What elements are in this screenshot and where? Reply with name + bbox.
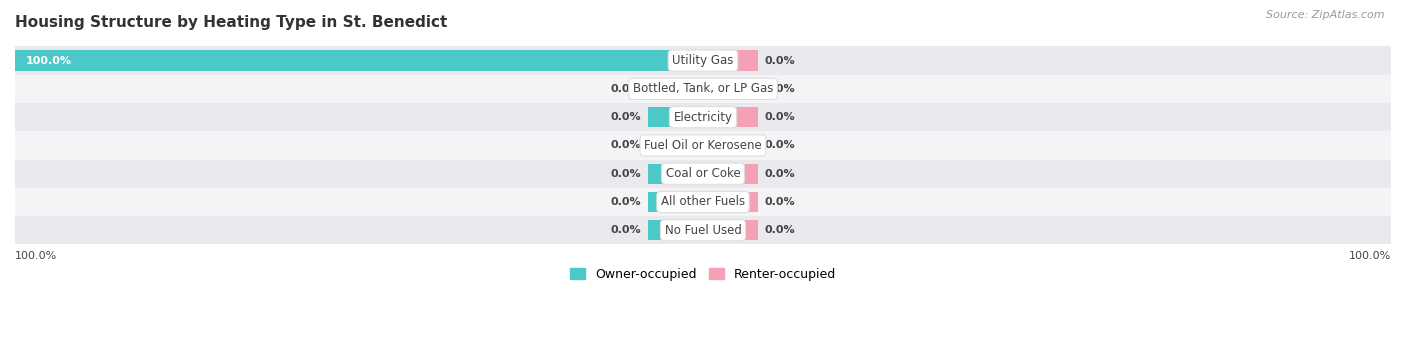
Bar [15,188,1391,216]
Bar [703,107,758,127]
Bar [703,220,758,240]
Text: 100.0%: 100.0% [15,251,58,262]
Bar [703,50,758,71]
Bar [15,160,1391,188]
Bar [15,216,1391,244]
Bar [648,192,703,212]
Text: 100.0%: 100.0% [25,56,72,65]
Text: 0.0%: 0.0% [765,56,796,65]
Text: Coal or Coke: Coal or Coke [665,167,741,180]
Bar [703,192,758,212]
Bar [648,107,703,127]
Legend: Owner-occupied, Renter-occupied: Owner-occupied, Renter-occupied [565,263,841,286]
Text: Source: ZipAtlas.com: Source: ZipAtlas.com [1267,10,1385,20]
Text: Housing Structure by Heating Type in St. Benedict: Housing Structure by Heating Type in St.… [15,15,447,30]
Text: 0.0%: 0.0% [610,169,641,179]
Bar [15,50,703,71]
Text: 100.0%: 100.0% [1348,251,1391,262]
Bar [703,79,758,99]
Text: 0.0%: 0.0% [610,112,641,122]
Text: 0.0%: 0.0% [610,84,641,94]
Text: Electricity: Electricity [673,111,733,124]
Text: 0.0%: 0.0% [765,140,796,150]
Bar [703,135,758,155]
Bar [648,79,703,99]
Text: 0.0%: 0.0% [610,140,641,150]
Text: Fuel Oil or Kerosene: Fuel Oil or Kerosene [644,139,762,152]
Text: 0.0%: 0.0% [765,197,796,207]
Text: No Fuel Used: No Fuel Used [665,224,741,237]
Bar [15,131,1391,160]
Bar [648,164,703,184]
Text: Utility Gas: Utility Gas [672,54,734,67]
Text: 0.0%: 0.0% [765,112,796,122]
Bar [15,75,1391,103]
Text: 0.0%: 0.0% [610,225,641,235]
Bar [648,220,703,240]
Bar [648,135,703,155]
Text: 0.0%: 0.0% [765,169,796,179]
Bar [703,164,758,184]
Text: All other Fuels: All other Fuels [661,195,745,208]
Text: Bottled, Tank, or LP Gas: Bottled, Tank, or LP Gas [633,83,773,95]
Text: 0.0%: 0.0% [765,84,796,94]
Text: 0.0%: 0.0% [765,225,796,235]
Text: 0.0%: 0.0% [610,197,641,207]
Bar [15,103,1391,131]
Bar [15,46,1391,75]
